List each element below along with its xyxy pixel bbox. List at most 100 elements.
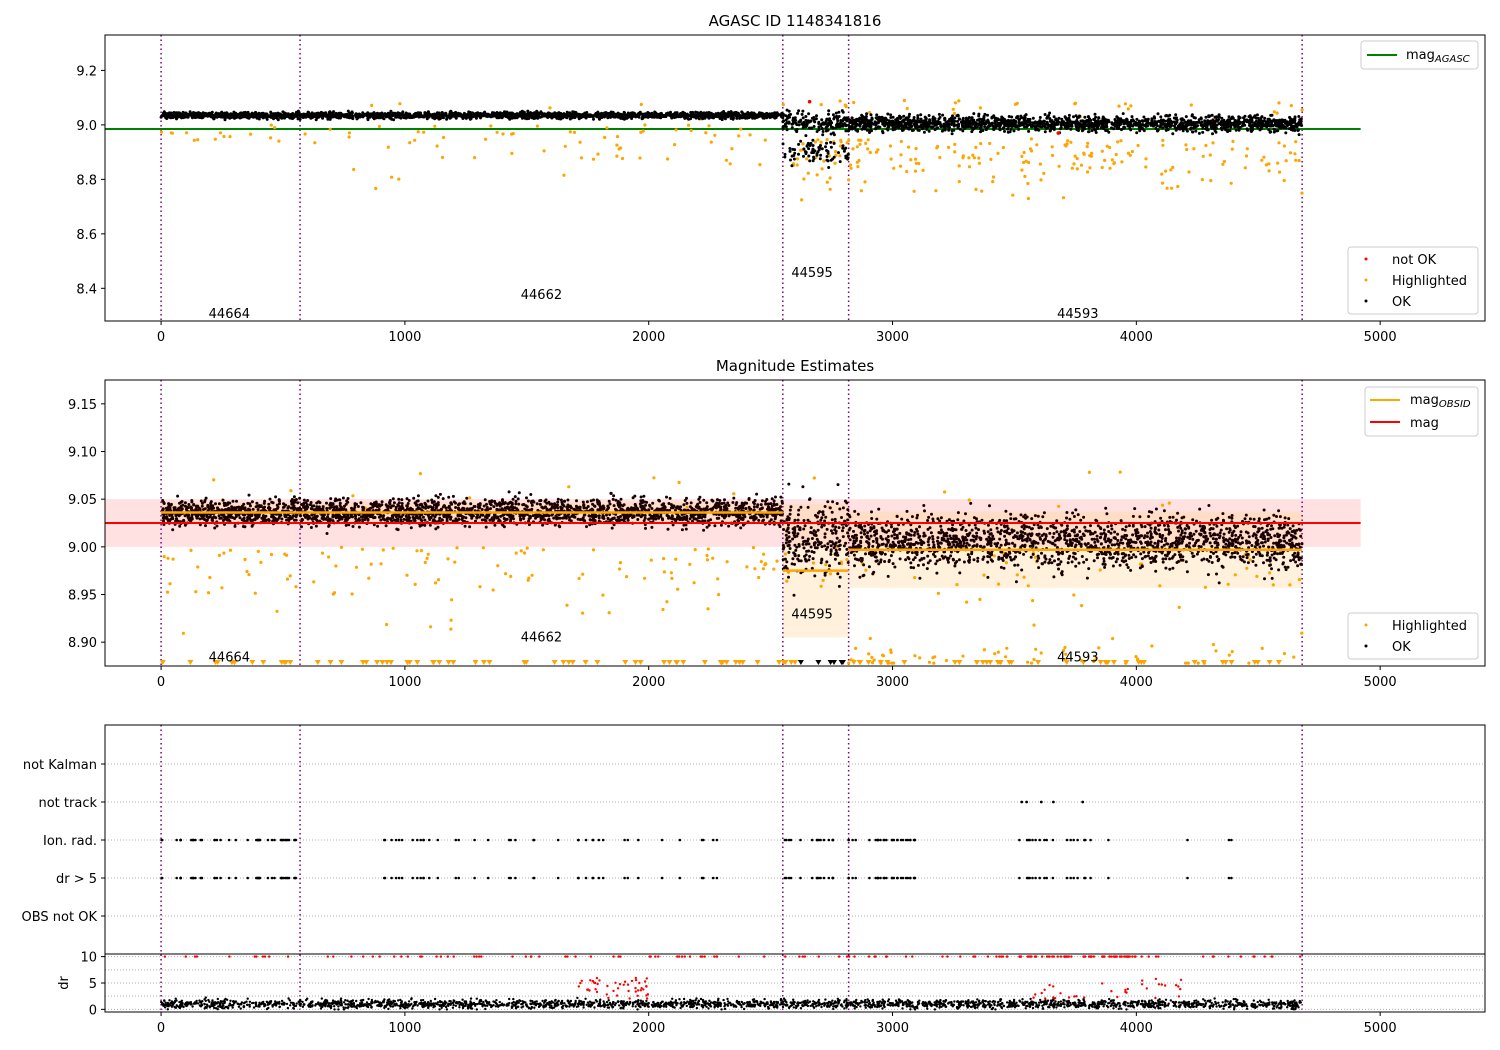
data-point: [237, 113, 241, 116]
data-point: [722, 110, 726, 113]
data-point: [398, 112, 402, 116]
data-point: [943, 490, 947, 494]
data-point: [913, 576, 917, 580]
data-point: [1279, 125, 1282, 129]
data-point: [525, 546, 529, 550]
data-point: [159, 130, 164, 134]
data-point: [1263, 116, 1267, 120]
data-point: [454, 115, 458, 119]
data-point: [1268, 124, 1272, 128]
data-point: [910, 129, 914, 132]
data-point: [321, 113, 325, 116]
data-point: [377, 116, 381, 119]
data-point: [656, 113, 660, 117]
data-point: [1005, 646, 1009, 650]
data-point: [552, 113, 556, 116]
data-point: [783, 152, 787, 156]
data-point: [426, 552, 430, 556]
data-point: [1136, 143, 1140, 148]
data-point: [971, 119, 975, 123]
data-point: [306, 113, 310, 117]
data-point: [902, 98, 907, 103]
x-tick-label: 0: [157, 330, 165, 345]
data-point: [1297, 158, 1301, 163]
data-point: [848, 163, 853, 167]
data-point: [1100, 165, 1104, 170]
data-point: [293, 114, 297, 118]
data-point: [1017, 120, 1021, 124]
data-point: [713, 113, 717, 117]
data-point: [1129, 128, 1133, 132]
legend: magAGASC: [1360, 40, 1479, 70]
data-point: [1207, 115, 1211, 119]
data-point: [811, 150, 815, 154]
data-point: [1005, 119, 1009, 123]
data-point: [1105, 122, 1109, 126]
data-point: [728, 162, 732, 166]
data-point: [633, 114, 637, 118]
data-point: [611, 115, 615, 119]
data-point: [993, 652, 997, 656]
data-point: [483, 110, 487, 114]
data-point: [1222, 159, 1226, 164]
data-point: [1184, 115, 1188, 119]
data-point: [328, 117, 332, 121]
data-point: [772, 567, 776, 571]
data-point: [797, 142, 801, 146]
data-point: [781, 103, 785, 107]
data-point: [1160, 172, 1164, 176]
data-point: [1042, 122, 1046, 126]
data-point: [1226, 120, 1230, 124]
data-point: [1277, 101, 1281, 105]
data-point: [641, 129, 645, 133]
data-point: [615, 154, 619, 158]
data-point: [929, 125, 933, 129]
data-point: [850, 125, 854, 129]
data-point: [332, 110, 336, 114]
data-point: [1191, 130, 1194, 134]
data-point: [840, 109, 844, 113]
data-point: [881, 653, 885, 657]
data-point: [484, 137, 488, 141]
data-point: [1268, 571, 1272, 575]
data-point: [733, 112, 737, 116]
data-point: [890, 661, 894, 665]
data-point: [855, 160, 860, 164]
data-point: [1189, 127, 1193, 131]
data-point: [603, 114, 607, 118]
data-point: [1282, 651, 1287, 656]
data-point: [1039, 120, 1043, 124]
data-point: [1156, 112, 1160, 116]
data-point: [1110, 126, 1113, 130]
data-point: [313, 141, 317, 145]
data-point: [449, 618, 453, 622]
data-point: [1228, 118, 1232, 122]
data-point: [422, 130, 426, 134]
data-point: [931, 121, 935, 125]
data-point: [620, 156, 625, 161]
data-point: [240, 115, 244, 119]
data-point: [732, 492, 736, 496]
data-point: [836, 123, 840, 127]
data-point: [210, 114, 214, 118]
data-point: [226, 114, 230, 118]
data-point: [159, 115, 163, 119]
data-point: [787, 121, 791, 125]
data-point: [826, 122, 830, 126]
data-point: [748, 133, 752, 137]
data-point: [1269, 130, 1273, 134]
data-point: [821, 130, 825, 133]
data-point: [785, 128, 789, 132]
data-point: [1152, 115, 1156, 119]
data-point: [1174, 128, 1178, 132]
data-point: [223, 118, 227, 122]
data-point: [1117, 126, 1121, 130]
data-point: [1220, 116, 1224, 120]
data-point: [1155, 121, 1158, 125]
data-point: [573, 113, 577, 117]
data-point: [618, 561, 623, 565]
data-point: [1245, 566, 1249, 570]
data-point: [802, 177, 806, 181]
data-point: [713, 133, 717, 137]
